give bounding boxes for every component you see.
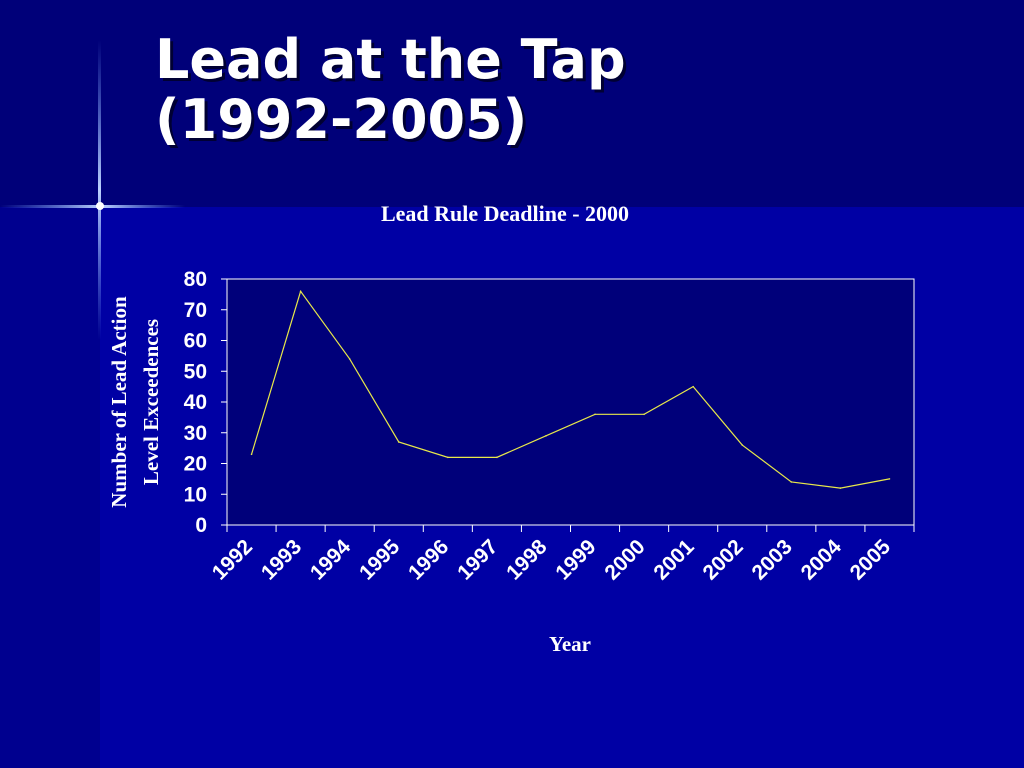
data-point-1992 [250,453,253,456]
y-tick-label: 0 [195,514,207,537]
left-band [0,207,100,768]
plot-area [226,278,915,526]
chart-title: Lead Rule Deadline - 2000 [381,201,629,226]
x-tick-label: 1993 [257,535,306,584]
data-point-2002 [741,444,744,446]
data-point-1999 [594,413,596,416]
y-tick-label: 80 [184,268,207,291]
x-axis: 1992 1993 1994 1995 1996 1997 1998 1999 2000 2001… [208,525,915,585]
y-tick-label: 40 [184,391,207,414]
data-point-1994 [348,358,351,360]
data-point-2004 [839,487,842,489]
header-band [0,0,1024,207]
y-tick-label: 20 [184,453,207,476]
x-tick-label: 1994 [306,535,356,585]
y-axis: 0 10 20 30 40 50 60 70 80 [184,268,227,537]
data-point-1995 [397,441,400,443]
x-tick-label: 1992 [208,535,257,584]
x-tick-label: 2003 [748,535,797,584]
slide-title: Lead at the Tap (1992-2005) [155,30,626,150]
y-axis-label-line1: Number of Lead Action [107,296,131,508]
slide-title-line1: Lead at the Tap [155,28,626,91]
data-point-2001 [692,385,694,388]
y-tick-label: 50 [184,360,207,383]
x-tick-label: 2001 [649,535,699,585]
x-tick-label: 1999 [551,535,600,584]
data-point-2000 [643,413,645,416]
y-tick-label: 60 [184,330,207,353]
x-tick-label: 2000 [600,535,649,584]
y-tick-label: 10 [184,483,207,506]
y-axis-label-line2: Level Exceedences [139,319,163,485]
x-tick-label: 2002 [698,535,747,584]
data-point-1996 [447,456,449,459]
data-point-2003 [790,481,793,483]
x-axis-label: Year [549,632,591,656]
x-tick-label: 1995 [355,535,405,585]
series-line [250,289,890,489]
y-tick-label: 30 [184,422,207,445]
y-tick-label: 70 [184,299,207,322]
x-tick-label: 1997 [453,535,502,584]
x-tick-label: 1998 [502,535,552,585]
data-point-2005 [888,478,891,480]
x-tick-label: 2004 [797,535,847,585]
x-tick-label: 1996 [404,535,453,584]
data-point-1998 [545,435,547,437]
x-tick-label: 2005 [846,535,896,585]
slide-title-line2: (1992-2005) [155,88,528,151]
series-group [250,289,891,489]
data-point-1993 [299,290,302,293]
data-point-1997 [496,456,498,459]
